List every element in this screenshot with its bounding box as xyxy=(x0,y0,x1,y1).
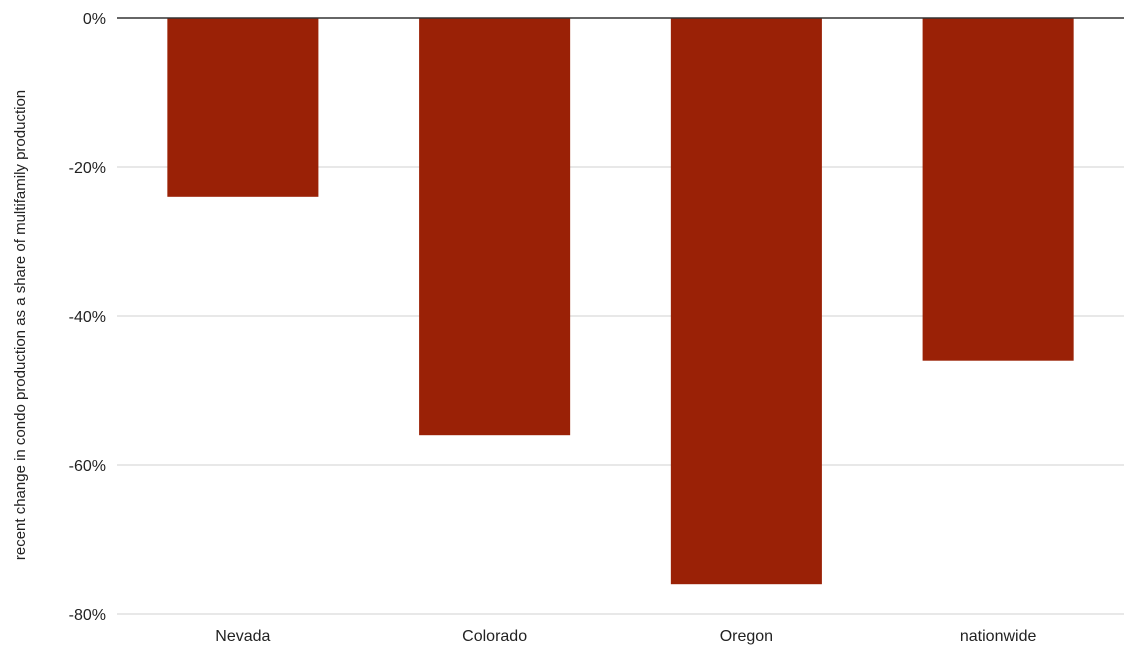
y-tick-labels: 0% -20% -40% -60% -80% xyxy=(69,11,106,624)
x-category-labels: Nevada Colorado Oregon nationwide xyxy=(215,628,1036,645)
y-axis-title: recent change in condo production as a s… xyxy=(12,90,29,560)
y-tick-label: -40% xyxy=(69,309,106,326)
x-category-label: Nevada xyxy=(215,628,270,645)
bar-oregon xyxy=(670,18,822,585)
bar-nevada xyxy=(167,18,319,197)
y-tick-label: -60% xyxy=(69,458,106,475)
y-tick-label: 0% xyxy=(83,11,106,28)
x-category-label: nationwide xyxy=(960,628,1037,645)
x-category-label: Oregon xyxy=(720,628,773,645)
y-tick-label: -80% xyxy=(69,607,106,624)
x-category-label: Colorado xyxy=(462,628,527,645)
bars xyxy=(167,18,1074,585)
bar-colorado xyxy=(419,18,571,436)
bar-nationwide xyxy=(922,18,1074,361)
y-tick-label: -20% xyxy=(69,160,106,177)
